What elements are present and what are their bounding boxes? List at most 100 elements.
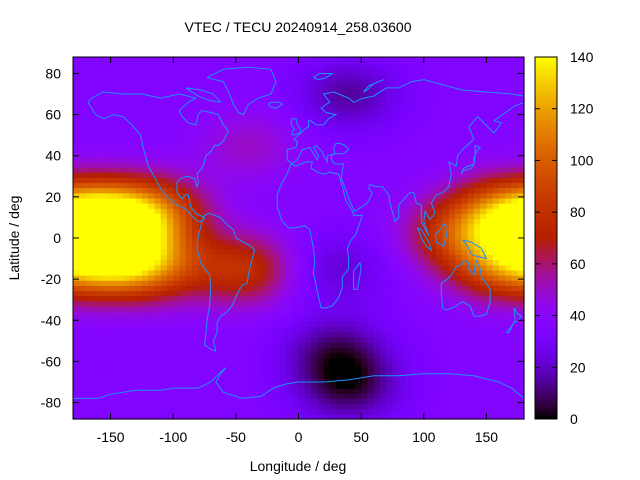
heatmap-cell (242, 182, 249, 189)
heatmap-cell (285, 192, 293, 199)
heatmap-cell (248, 110, 256, 117)
heatmap-cell (417, 311, 425, 317)
heatmap-cell (210, 377, 218, 384)
heatmap-cell (373, 233, 381, 240)
heatmap-cell (254, 367, 262, 374)
heatmap-cell (98, 331, 105, 338)
heatmap-cell (311, 177, 318, 184)
heatmap-cell (91, 120, 99, 127)
heatmap-cell (98, 197, 105, 204)
heatmap-cell (342, 331, 350, 338)
heatmap-cell (511, 367, 519, 374)
heatmap-cell (442, 120, 450, 127)
heatmap-cell (392, 336, 400, 343)
heatmap-cell (110, 218, 118, 225)
heatmap-cell (242, 290, 249, 297)
heatmap-cell (348, 388, 356, 394)
heatmap-cell (179, 254, 187, 261)
heatmap-cell (210, 125, 218, 132)
heatmap-cell (323, 326, 331, 333)
heatmap-cell (116, 233, 124, 240)
heatmap-cell (110, 398, 118, 405)
heatmap-cell (173, 64, 181, 70)
heatmap-cell (423, 125, 431, 132)
heatmap-cell (455, 372, 462, 379)
heatmap-cell (254, 383, 262, 389)
heatmap-cell (323, 331, 331, 338)
heatmap-cell (386, 336, 394, 343)
heatmap-cell (85, 413, 93, 420)
heatmap-cell (285, 393, 293, 400)
heatmap-cell (242, 69, 249, 76)
heatmap-cell (229, 311, 237, 317)
heatmap-cell (505, 290, 513, 297)
heatmap-cell (154, 79, 162, 86)
heatmap-cell (141, 285, 149, 292)
heatmap-cell (367, 89, 375, 96)
heatmap-cell (392, 259, 400, 266)
heatmap-cell (166, 167, 174, 173)
heatmap-cell (342, 89, 350, 96)
heatmap-cell (298, 280, 306, 286)
heatmap-cell (386, 388, 394, 394)
heatmap-cell (279, 244, 287, 250)
heatmap-cell (129, 280, 137, 286)
heatmap-cell (79, 316, 87, 322)
heatmap-cell (210, 228, 218, 235)
heatmap-cell (242, 341, 249, 348)
heatmap-cell (411, 177, 419, 184)
heatmap-cell (198, 249, 206, 256)
heatmap-cell (292, 208, 300, 214)
heatmap-cell (492, 290, 500, 297)
heatmap-cell (192, 192, 199, 199)
heatmap-cell (160, 383, 168, 389)
heatmap-cell (135, 347, 143, 353)
heatmap-cell (192, 383, 199, 389)
heatmap-cell (242, 131, 249, 137)
heatmap-cell (298, 161, 306, 168)
heatmap-cell (492, 197, 500, 204)
heatmap-cell (379, 388, 387, 394)
heatmap-cell (260, 305, 268, 312)
heatmap-cell (116, 367, 124, 374)
heatmap-cell (455, 352, 462, 358)
heatmap-cell (273, 89, 281, 96)
heatmap-cell (442, 264, 450, 271)
heatmap-cell (467, 151, 475, 158)
heatmap-cell (192, 161, 199, 168)
heatmap-cell (141, 326, 149, 333)
heatmap-cell (480, 156, 488, 163)
heatmap-cell (210, 197, 218, 204)
heatmap-cell (104, 326, 112, 333)
heatmap-cell (192, 156, 199, 163)
heatmap-cell (267, 125, 275, 132)
heatmap-cell (298, 64, 306, 70)
heatmap-cell (116, 125, 124, 132)
heatmap-cell (98, 393, 105, 400)
heatmap-cell (361, 182, 368, 189)
heatmap-cell (354, 167, 362, 173)
heatmap-cell (179, 259, 187, 266)
heatmap-cell (141, 300, 149, 307)
heatmap-cell (492, 403, 500, 410)
heatmap-cell (160, 413, 168, 420)
heatmap-cell (129, 285, 137, 292)
heatmap-cell (210, 321, 218, 328)
heatmap-cell (91, 233, 99, 240)
heatmap-cell (91, 326, 99, 333)
heatmap-cell (329, 372, 337, 379)
heatmap-cell (323, 372, 331, 379)
heatmap-cell (173, 95, 181, 101)
heatmap-cell (398, 146, 406, 153)
heatmap-cell (423, 57, 431, 60)
heatmap-cell (480, 197, 488, 204)
heatmap-cell (192, 239, 199, 245)
heatmap-cell (442, 95, 450, 101)
heatmap-cell (361, 203, 368, 209)
heatmap-cell (292, 357, 300, 364)
heatmap-cell (91, 321, 99, 328)
heatmap-cell (455, 172, 462, 178)
heatmap-cell (480, 275, 488, 281)
heatmap-cell (141, 264, 149, 271)
heatmap-cell (411, 74, 419, 81)
